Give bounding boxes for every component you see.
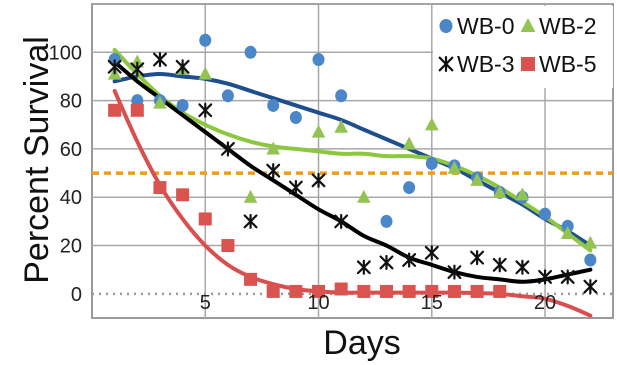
point-wb-3: [220, 141, 235, 157]
legend-marker-wb-3: [438, 55, 454, 73]
point-wb-0: [221, 89, 234, 103]
legend-label-wb-3: WB-3: [457, 51, 515, 77]
point-wb-0: [289, 111, 302, 125]
y-tick-label: 0: [71, 284, 82, 306]
point-wb-5: [153, 181, 167, 195]
point-wb-2: [515, 187, 530, 201]
point-wb-3: [243, 213, 258, 229]
point-wb-3: [175, 59, 190, 75]
point-wb-5: [244, 272, 258, 286]
point-wb-5: [447, 284, 461, 298]
point-wb-2: [334, 119, 348, 133]
legend-marker-wb-2: [520, 18, 536, 32]
y-tick-label: 60: [60, 139, 82, 161]
point-wb-3: [107, 59, 122, 75]
point-wb-2: [447, 160, 462, 174]
point-wb-3: [470, 250, 485, 266]
point-wb-3: [583, 279, 598, 295]
point-wb-5: [266, 284, 280, 298]
point-wb-3: [492, 257, 507, 273]
point-wb-2: [424, 117, 439, 131]
point-wb-2: [492, 184, 507, 198]
point-wb-0: [425, 156, 438, 170]
point-wb-5: [425, 284, 439, 298]
point-wb-2: [402, 136, 416, 150]
legend-marker-wb-5: [521, 57, 535, 71]
point-wb-0: [539, 207, 552, 221]
point-wb-2: [470, 172, 484, 186]
point-wb-5: [357, 284, 371, 298]
data-points: [107, 33, 598, 298]
trend-lines: [112, 47, 593, 318]
y-tick-label: 80: [60, 91, 82, 113]
point-wb-2: [153, 95, 167, 109]
point-wb-2: [243, 189, 258, 203]
y-axis-label: Percent Survival: [18, 36, 56, 284]
legend-label-wb-5: WB-5: [539, 51, 597, 77]
point-wb-2: [357, 189, 371, 203]
trendline-wb-0: [112, 72, 593, 248]
point-wb-5: [176, 188, 190, 202]
point-wb-3: [424, 245, 439, 261]
point-wb-5: [289, 284, 303, 298]
point-wb-0: [312, 53, 325, 67]
point-wb-5: [470, 284, 484, 298]
trendline-wb-2: [112, 47, 593, 253]
x-tick-label: 10: [307, 292, 329, 314]
point-wb-2: [198, 66, 213, 80]
point-wb-0: [380, 214, 393, 228]
point-wb-3: [560, 269, 575, 285]
point-wb-3: [379, 254, 394, 270]
point-wb-2: [266, 141, 281, 155]
x-tick-label: 15: [421, 292, 443, 314]
point-wb-0: [176, 98, 189, 112]
point-wb-3: [334, 213, 349, 229]
point-wb-3: [515, 259, 530, 275]
point-wb-5: [402, 284, 416, 298]
point-wb-0: [335, 89, 348, 103]
point-wb-3: [447, 264, 462, 280]
legend-box: [433, 6, 613, 88]
point-wb-0: [403, 181, 416, 195]
point-wb-0: [584, 253, 597, 267]
point-wb-5: [198, 212, 212, 226]
point-wb-5: [221, 239, 235, 253]
axis-ticks: 0 20 40 60 80 100 5 10 15 20: [49, 42, 557, 314]
point-wb-2: [583, 235, 598, 249]
point-wb-2: [311, 124, 326, 138]
x-tick-label: 5: [200, 292, 211, 314]
legend-label-wb-0: WB-0: [457, 13, 515, 39]
trendline-wb-3: [112, 59, 593, 284]
point-wb-0: [267, 98, 280, 112]
x-tick-label: 20: [534, 292, 556, 314]
point-wb-3: [153, 52, 167, 68]
trendline-wb-5: [112, 88, 593, 318]
point-wb-5: [334, 282, 348, 296]
y-tick-label: 20: [60, 236, 82, 258]
point-wb-3: [130, 61, 145, 77]
legend: WB-0 WB-2 WB-3 WB-5: [433, 6, 613, 88]
point-wb-2: [560, 226, 575, 240]
point-wb-5: [108, 103, 122, 117]
point-wb-3: [356, 259, 371, 275]
y-tick-label: 100: [49, 42, 82, 64]
point-wb-0: [244, 45, 257, 59]
point-wb-5: [312, 284, 326, 298]
legend-marker-wb-0: [439, 19, 453, 33]
point-wb-0: [199, 33, 212, 47]
point-wb-5: [379, 284, 393, 298]
point-wb-3: [311, 172, 326, 188]
legend-label-wb-2: WB-2: [539, 13, 597, 39]
point-wb-3: [288, 180, 303, 196]
point-wb-3: [198, 102, 213, 118]
point-wb-3: [266, 163, 281, 179]
point-wb-3: [538, 269, 552, 285]
point-wb-5: [493, 284, 507, 298]
point-wb-5: [130, 103, 144, 117]
point-wb-3: [402, 252, 417, 268]
x-axis-label: Days: [323, 324, 400, 362]
y-tick-label: 40: [60, 187, 82, 209]
